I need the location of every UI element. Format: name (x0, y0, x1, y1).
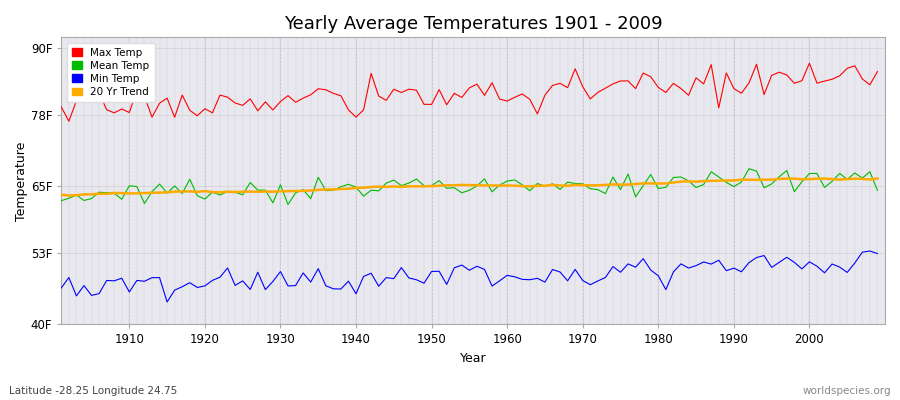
Y-axis label: Temperature: Temperature (15, 141, 28, 220)
Text: Latitude -28.25 Longitude 24.75: Latitude -28.25 Longitude 24.75 (9, 386, 177, 396)
Text: worldspecies.org: worldspecies.org (803, 386, 891, 396)
X-axis label: Year: Year (460, 352, 487, 365)
Title: Yearly Average Temperatures 1901 - 2009: Yearly Average Temperatures 1901 - 2009 (284, 15, 662, 33)
Legend: Max Temp, Mean Temp, Min Temp, 20 Yr Trend: Max Temp, Mean Temp, Min Temp, 20 Yr Tre… (67, 42, 155, 102)
